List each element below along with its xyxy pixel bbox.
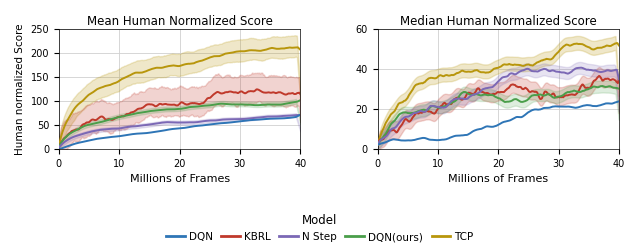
Legend: DQN, KBRL, N Step, DQN(ours), TCP: DQN, KBRL, N Step, DQN(ours), TCP <box>162 210 478 246</box>
X-axis label: Millions of Frames: Millions of Frames <box>448 174 548 184</box>
Y-axis label: Human normalized Score: Human normalized Score <box>15 23 25 155</box>
X-axis label: Millions of Frames: Millions of Frames <box>129 174 230 184</box>
Title: Mean Human Normalized Score: Mean Human Normalized Score <box>86 15 273 28</box>
Title: Median Human Normalized Score: Median Human Normalized Score <box>400 15 596 28</box>
